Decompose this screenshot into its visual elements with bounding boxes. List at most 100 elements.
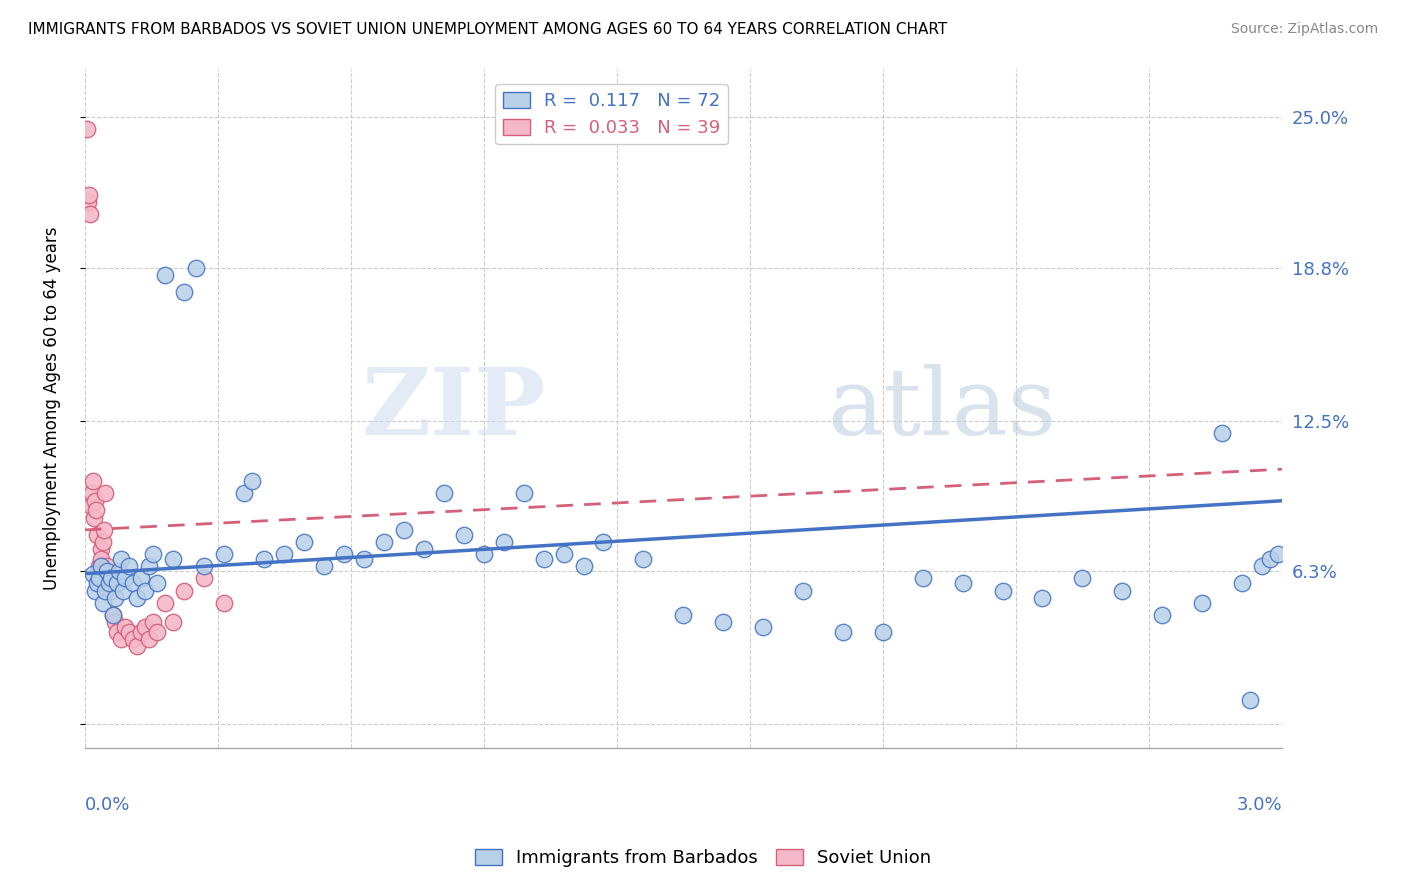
Point <box>186 260 208 275</box>
Point <box>572 559 595 574</box>
Point <box>832 624 855 639</box>
Point <box>142 615 165 630</box>
Point <box>433 486 456 500</box>
Point <box>134 583 156 598</box>
Point <box>90 542 112 557</box>
Point <box>273 547 295 561</box>
Point <box>472 547 495 561</box>
Point <box>110 552 132 566</box>
Point <box>145 624 167 639</box>
Point <box>1251 559 1274 574</box>
Point <box>80 499 103 513</box>
Point <box>1239 693 1261 707</box>
Legend: R =  0.117   N = 72, R =  0.033   N = 39: R = 0.117 N = 72, R = 0.033 N = 39 <box>495 85 727 145</box>
Point <box>100 583 122 598</box>
Point <box>1258 552 1281 566</box>
Point <box>86 528 108 542</box>
Point <box>104 615 127 630</box>
Text: 3.0%: 3.0% <box>1236 796 1282 814</box>
Point <box>1267 547 1289 561</box>
Point <box>90 559 112 574</box>
Point <box>110 632 132 647</box>
Point <box>240 475 263 489</box>
Point <box>129 624 152 639</box>
Point <box>633 552 655 566</box>
Point <box>138 632 160 647</box>
Point <box>77 187 100 202</box>
Point <box>373 535 395 549</box>
Point <box>93 523 115 537</box>
Point <box>453 528 475 542</box>
Point <box>173 583 195 598</box>
Point <box>125 591 148 605</box>
Point <box>193 559 215 574</box>
Point <box>292 535 315 549</box>
Point <box>87 572 110 586</box>
Point <box>83 583 105 598</box>
Point <box>96 564 118 578</box>
Point <box>314 559 336 574</box>
Point <box>77 195 100 210</box>
Point <box>952 576 974 591</box>
Text: Source: ZipAtlas.com: Source: ZipAtlas.com <box>1230 22 1378 37</box>
Point <box>1230 576 1253 591</box>
Point <box>1211 425 1233 440</box>
Point <box>533 552 555 566</box>
Point <box>97 572 120 586</box>
Point <box>911 572 934 586</box>
Point <box>80 486 103 500</box>
Point <box>553 547 575 561</box>
Point <box>145 576 167 591</box>
Legend: Immigrants from Barbados, Soviet Union: Immigrants from Barbados, Soviet Union <box>467 841 939 874</box>
Point <box>117 624 139 639</box>
Point <box>792 583 814 598</box>
Point <box>752 620 775 634</box>
Point <box>711 615 734 630</box>
Point <box>193 572 215 586</box>
Point <box>114 572 136 586</box>
Point <box>114 620 136 634</box>
Point <box>1031 591 1053 605</box>
Point <box>125 640 148 654</box>
Point <box>82 566 104 581</box>
Text: IMMIGRANTS FROM BARBADOS VS SOVIET UNION UNEMPLOYMENT AMONG AGES 60 TO 64 YEARS : IMMIGRANTS FROM BARBADOS VS SOVIET UNION… <box>28 22 948 37</box>
Point <box>83 510 105 524</box>
Point <box>117 559 139 574</box>
Point <box>253 552 276 566</box>
Point <box>162 615 184 630</box>
Point <box>107 564 129 578</box>
Point <box>105 624 128 639</box>
Point <box>153 268 176 282</box>
Point <box>79 207 101 221</box>
Point <box>162 552 184 566</box>
Point <box>413 542 436 557</box>
Point <box>100 572 122 586</box>
Point <box>353 552 375 566</box>
Point <box>91 535 114 549</box>
Point <box>592 535 614 549</box>
Point <box>233 486 256 500</box>
Point <box>111 583 134 598</box>
Point <box>214 547 236 561</box>
Point <box>93 583 115 598</box>
Point <box>214 596 236 610</box>
Point <box>83 493 105 508</box>
Point <box>1071 572 1094 586</box>
Point <box>1191 596 1213 610</box>
Point <box>87 559 110 574</box>
Y-axis label: Unemployment Among Ages 60 to 64 years: Unemployment Among Ages 60 to 64 years <box>44 227 60 591</box>
Point <box>153 596 176 610</box>
Point <box>129 572 152 586</box>
Point <box>101 607 124 622</box>
Point <box>96 559 118 574</box>
Point <box>121 632 143 647</box>
Text: ZIP: ZIP <box>361 364 546 453</box>
Point <box>142 547 165 561</box>
Point <box>91 596 114 610</box>
Point <box>512 486 534 500</box>
Point <box>101 607 124 622</box>
Point <box>86 576 108 591</box>
Point <box>76 122 98 136</box>
Text: 0.0%: 0.0% <box>84 796 131 814</box>
Point <box>672 607 695 622</box>
